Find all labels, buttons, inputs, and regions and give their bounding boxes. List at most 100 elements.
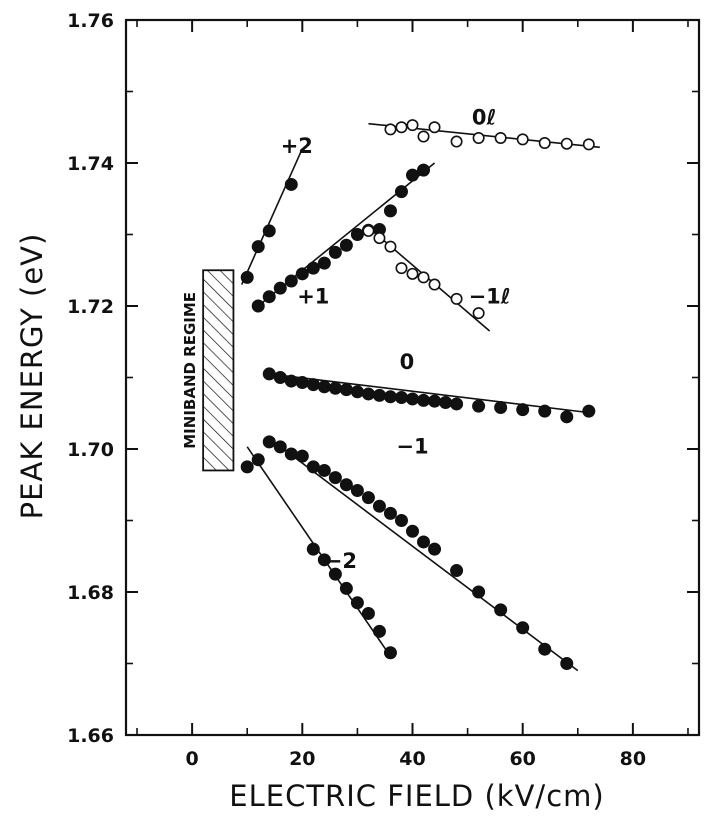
data-point bbox=[284, 374, 298, 388]
data-point bbox=[394, 391, 408, 405]
data-point bbox=[394, 514, 408, 527]
data-point bbox=[339, 478, 353, 492]
data-point bbox=[428, 278, 441, 291]
x-tick-label: 20 bbox=[289, 748, 315, 770]
data-point bbox=[417, 163, 431, 177]
y-tick-label: 1.68 bbox=[67, 582, 114, 604]
data-points bbox=[240, 119, 596, 670]
data-point bbox=[328, 245, 342, 259]
data-point bbox=[306, 460, 320, 474]
data-point bbox=[417, 130, 430, 143]
data-point bbox=[372, 499, 386, 513]
data-point bbox=[417, 535, 431, 549]
data-point bbox=[516, 403, 530, 417]
data-point bbox=[406, 168, 419, 182]
data-point bbox=[317, 463, 331, 477]
data-point bbox=[428, 121, 441, 134]
series-label: −2 bbox=[325, 549, 357, 573]
data-point bbox=[306, 261, 320, 275]
data-point bbox=[328, 567, 342, 581]
data-point bbox=[361, 387, 375, 401]
y-tick-label: 1.66 bbox=[67, 725, 114, 747]
data-point bbox=[240, 270, 254, 284]
x-ticks: 0 20 40 60 80 bbox=[136, 20, 689, 770]
data-point bbox=[339, 238, 353, 252]
data-point bbox=[494, 401, 508, 415]
data-point bbox=[450, 135, 463, 148]
x-tick-label: 60 bbox=[509, 748, 535, 770]
x-tick-label: 40 bbox=[399, 748, 425, 770]
x-tick-label: 0 bbox=[185, 748, 198, 770]
data-point bbox=[417, 271, 430, 284]
data-point bbox=[306, 378, 320, 392]
data-point bbox=[262, 224, 276, 238]
fit-line bbox=[240, 148, 304, 285]
data-point bbox=[472, 585, 486, 599]
y-tick-label: 1.72 bbox=[67, 296, 114, 318]
miniband-regime-region: MINIBAND REGIME bbox=[181, 269, 235, 472]
data-point bbox=[406, 267, 419, 280]
y-tick-label: 1.70 bbox=[67, 439, 114, 461]
data-point bbox=[284, 274, 298, 288]
data-point bbox=[560, 410, 574, 424]
data-point bbox=[383, 506, 397, 520]
data-point bbox=[395, 262, 408, 275]
miniband-regime-box bbox=[202, 269, 235, 472]
data-point bbox=[339, 383, 353, 397]
data-point bbox=[262, 367, 276, 381]
data-point bbox=[406, 392, 419, 406]
data-point bbox=[350, 483, 364, 497]
data-point bbox=[350, 228, 364, 241]
data-point bbox=[383, 646, 397, 660]
data-point bbox=[516, 133, 529, 146]
series-label: +1 bbox=[297, 284, 329, 308]
data-point bbox=[384, 240, 397, 253]
data-point bbox=[273, 281, 287, 295]
data-point bbox=[538, 642, 552, 656]
miniband-regime-label: MINIBAND REGIME bbox=[181, 292, 199, 449]
data-point bbox=[372, 624, 386, 638]
data-point bbox=[406, 119, 419, 132]
x-axis-label: ELECTRIC FIELD (kV/cm) bbox=[229, 779, 604, 813]
data-point bbox=[472, 399, 486, 413]
data-point bbox=[406, 524, 419, 538]
data-point bbox=[383, 204, 397, 218]
x-tick-label: 80 bbox=[620, 748, 646, 770]
data-point bbox=[240, 460, 254, 474]
data-point bbox=[372, 388, 386, 402]
data-point bbox=[383, 390, 397, 404]
data-point bbox=[317, 553, 331, 567]
data-point bbox=[262, 435, 276, 449]
data-point bbox=[582, 138, 595, 151]
series-label: −1ℓ bbox=[469, 284, 511, 308]
y-axis-label: PEAK ENERGY (eV) bbox=[15, 233, 49, 520]
data-point bbox=[472, 131, 485, 144]
data-point bbox=[428, 542, 442, 556]
data-point bbox=[450, 292, 463, 305]
data-point bbox=[284, 447, 298, 461]
data-point bbox=[538, 136, 551, 149]
series-label: 0 bbox=[400, 350, 415, 374]
data-point bbox=[538, 404, 552, 418]
data-point bbox=[373, 232, 386, 245]
data-point bbox=[251, 299, 265, 313]
data-point bbox=[428, 394, 442, 408]
data-point bbox=[516, 621, 530, 635]
data-point bbox=[361, 491, 375, 505]
data-point bbox=[560, 137, 573, 150]
data-point bbox=[273, 371, 287, 384]
y-tick-label: 1.74 bbox=[67, 153, 114, 175]
data-point bbox=[339, 581, 353, 595]
data-point bbox=[560, 657, 574, 670]
data-point bbox=[472, 307, 485, 320]
series-label: −1 bbox=[396, 434, 428, 458]
data-point bbox=[417, 393, 431, 407]
data-point bbox=[450, 564, 464, 578]
data-point bbox=[384, 123, 397, 136]
y-tick-label: 1.76 bbox=[67, 10, 114, 32]
data-point bbox=[361, 606, 375, 620]
y-ticks: 1.66 1.68 1.70 1.72 1.74 1.76 bbox=[67, 10, 699, 747]
data-point bbox=[295, 449, 309, 463]
data-point bbox=[350, 385, 364, 399]
series-label: 0ℓ bbox=[472, 106, 497, 130]
